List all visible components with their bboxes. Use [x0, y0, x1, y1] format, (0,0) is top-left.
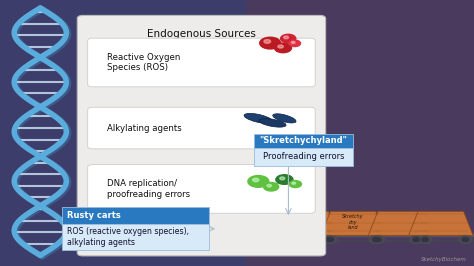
Circle shape	[462, 238, 469, 242]
Circle shape	[369, 236, 383, 243]
Circle shape	[371, 236, 384, 243]
FancyBboxPatch shape	[88, 107, 315, 149]
Text: Rusty carts: Rusty carts	[67, 211, 121, 220]
Circle shape	[292, 182, 296, 184]
FancyBboxPatch shape	[246, 0, 474, 266]
FancyBboxPatch shape	[62, 207, 209, 224]
Polygon shape	[273, 211, 338, 235]
Circle shape	[283, 36, 289, 39]
Text: Alkylating agents: Alkylating agents	[107, 123, 182, 132]
Text: Reactive Oxygen
Species (ROS): Reactive Oxygen Species (ROS)	[107, 53, 180, 72]
Circle shape	[280, 177, 285, 180]
Circle shape	[264, 182, 279, 191]
Circle shape	[267, 184, 272, 187]
FancyBboxPatch shape	[88, 165, 315, 213]
FancyBboxPatch shape	[88, 38, 315, 87]
Circle shape	[274, 43, 292, 53]
Circle shape	[281, 34, 296, 43]
Circle shape	[260, 37, 281, 49]
Text: Skretchy
chy
land: Skretchy chy land	[342, 214, 364, 230]
Polygon shape	[409, 211, 473, 235]
Circle shape	[327, 238, 334, 242]
Ellipse shape	[259, 119, 286, 127]
Text: DNA replication/
proofreading errors: DNA replication/ proofreading errors	[107, 179, 190, 199]
Circle shape	[419, 236, 432, 243]
FancyBboxPatch shape	[254, 148, 353, 166]
Circle shape	[410, 236, 423, 243]
Circle shape	[248, 176, 269, 187]
Circle shape	[459, 236, 472, 243]
Circle shape	[422, 238, 428, 242]
Circle shape	[276, 175, 293, 184]
FancyBboxPatch shape	[77, 15, 326, 256]
Circle shape	[324, 236, 337, 243]
Text: SketchyBiochem: SketchyBiochem	[421, 257, 467, 262]
Text: ROS (reactive oxygen species),
alkylating agents: ROS (reactive oxygen species), alkylatin…	[67, 227, 189, 247]
Text: Endogenous Sources
of DNA Damage: Endogenous Sources of DNA Damage	[147, 29, 256, 51]
Ellipse shape	[244, 113, 273, 123]
Circle shape	[289, 181, 301, 188]
Circle shape	[253, 178, 259, 182]
Circle shape	[322, 236, 335, 243]
Text: Proofreading errors: Proofreading errors	[263, 152, 344, 161]
FancyBboxPatch shape	[254, 134, 353, 148]
Circle shape	[373, 238, 379, 242]
Circle shape	[274, 236, 288, 243]
Text: "Skretchychyland": "Skretchychyland"	[259, 136, 347, 146]
Polygon shape	[368, 211, 433, 235]
Circle shape	[292, 41, 295, 43]
Circle shape	[264, 40, 271, 43]
Ellipse shape	[273, 114, 296, 123]
Circle shape	[278, 45, 283, 48]
Polygon shape	[321, 211, 385, 235]
Circle shape	[374, 238, 381, 242]
Circle shape	[289, 40, 301, 47]
Circle shape	[278, 238, 284, 242]
Circle shape	[413, 238, 419, 242]
FancyBboxPatch shape	[62, 224, 209, 250]
Circle shape	[325, 238, 332, 242]
